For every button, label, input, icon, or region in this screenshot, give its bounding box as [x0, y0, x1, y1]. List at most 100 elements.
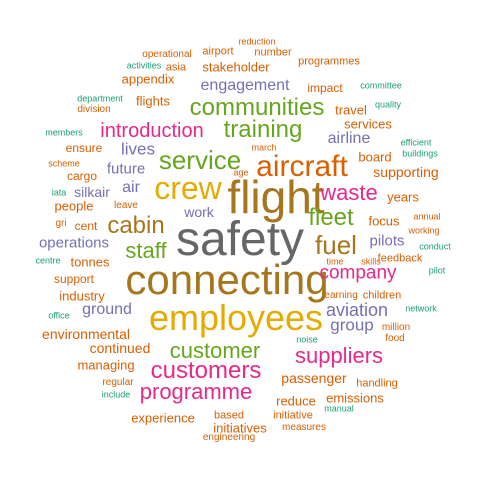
- word-operational: operational: [142, 49, 192, 60]
- word-focus: focus: [368, 213, 400, 229]
- word-based: based: [214, 409, 244, 422]
- word-flights: flights: [136, 93, 170, 109]
- word-aircraft: aircraft: [256, 150, 348, 183]
- word-lives: lives: [120, 139, 156, 159]
- word-stakeholder: stakeholder: [202, 59, 270, 75]
- word-skills: skills: [361, 256, 381, 267]
- word-industry: industry: [59, 288, 105, 304]
- word-reduction: reduction: [238, 36, 276, 47]
- word-waste: waste: [320, 180, 378, 205]
- word-fleet: fleet: [308, 204, 354, 231]
- word-noise: noise: [296, 334, 318, 345]
- word-pilot: pilot: [428, 265, 446, 276]
- word-support: support: [53, 272, 95, 286]
- word-ensure: ensure: [65, 141, 103, 155]
- word-food: food: [385, 333, 405, 344]
- word-cabin: cabin: [107, 212, 165, 239]
- word-managing: managing: [77, 357, 135, 373]
- word-supporting: supporting: [373, 164, 439, 180]
- word-office: office: [48, 310, 70, 321]
- word-million: million: [381, 322, 411, 333]
- word-flight: flight: [227, 171, 325, 223]
- word-experience: experience: [131, 410, 195, 426]
- word-age: age: [233, 167, 249, 178]
- word-engineering: engineering: [202, 432, 256, 443]
- word-manual: manual: [324, 403, 354, 414]
- word-efficient: efficient: [400, 137, 432, 148]
- word-airline: airline: [327, 130, 371, 147]
- word-ground: ground: [82, 301, 132, 318]
- word-customers: customers: [150, 357, 262, 384]
- word-buildings: buildings: [402, 148, 438, 159]
- word-services: services: [344, 116, 392, 132]
- word-travel: travel: [335, 102, 367, 118]
- word-work: work: [184, 204, 214, 220]
- word-environmental: environmental: [42, 326, 130, 342]
- word-communities: communities: [189, 94, 325, 121]
- word-regular: regular: [102, 377, 134, 388]
- word-measures: measures: [282, 422, 326, 433]
- word-asia: asia: [165, 61, 187, 74]
- word-future: future: [106, 160, 146, 178]
- word-handling: handling: [356, 377, 398, 390]
- word-committee: committee: [360, 80, 402, 91]
- word-programme: programme: [139, 379, 253, 404]
- word-initiatives: initiatives: [213, 420, 267, 436]
- word-feedback: feedback: [377, 252, 423, 265]
- word-department: department: [77, 93, 123, 104]
- word-include: include: [101, 389, 131, 400]
- word-quality: quality: [374, 99, 402, 110]
- word-years: years: [387, 189, 419, 205]
- word-employees: employees: [148, 297, 324, 338]
- word-board: board: [358, 149, 392, 165]
- word-group: group: [330, 315, 374, 335]
- word-working: working: [408, 225, 440, 236]
- word-annual: annual: [413, 211, 441, 222]
- word-emissions: emissions: [326, 390, 384, 406]
- word-network: network: [405, 303, 437, 314]
- word-time: time: [326, 256, 344, 267]
- word-reduce: reduce: [276, 393, 316, 409]
- word-cent: cent: [74, 219, 98, 233]
- word-march: march: [251, 142, 277, 153]
- word-initiative: initiative: [273, 409, 313, 422]
- word-customer: customer: [169, 338, 261, 363]
- word-conduct: conduct: [419, 241, 451, 252]
- word-aviation: aviation: [325, 300, 389, 320]
- word-programmes: programmes: [298, 55, 360, 68]
- word-appendix: appendix: [121, 71, 175, 87]
- word-gri: gri: [55, 218, 67, 229]
- word-iata: iata: [51, 187, 67, 198]
- word-cargo: cargo: [66, 169, 98, 183]
- word-connecting: connecting: [125, 256, 329, 303]
- word-silkair: silkair: [74, 184, 110, 200]
- word-activities: activities: [126, 60, 162, 71]
- word-suppliers: suppliers: [294, 343, 384, 368]
- word-division: division: [77, 104, 111, 115]
- word-centre: centre: [35, 255, 61, 266]
- word-introduction: introduction: [100, 120, 204, 142]
- word-safety: safety: [175, 213, 305, 266]
- word-passenger: passenger: [281, 370, 347, 386]
- word-leave: leave: [114, 200, 138, 211]
- word-company: company: [319, 262, 397, 284]
- word-airport: airport: [202, 45, 234, 58]
- word-fuel: fuel: [315, 230, 357, 260]
- word-training: training: [223, 116, 303, 143]
- word-operations: operations: [38, 234, 110, 252]
- word-learning: learning: [322, 290, 358, 301]
- word-service: service: [158, 145, 242, 175]
- word-crew: crew: [154, 170, 222, 206]
- word-impact: impact: [307, 81, 343, 95]
- word-number: number: [254, 46, 292, 59]
- word-scheme: scheme: [48, 158, 80, 169]
- word-members: members: [45, 127, 83, 138]
- word-staff: staff: [125, 238, 167, 263]
- word-people: people: [54, 198, 94, 214]
- word-tonnes: tonnes: [70, 254, 110, 270]
- word-pilots: pilots: [369, 232, 405, 250]
- word-engagement: engagement: [200, 77, 290, 94]
- word-air: air: [122, 179, 140, 196]
- word-continued: continued: [89, 340, 151, 356]
